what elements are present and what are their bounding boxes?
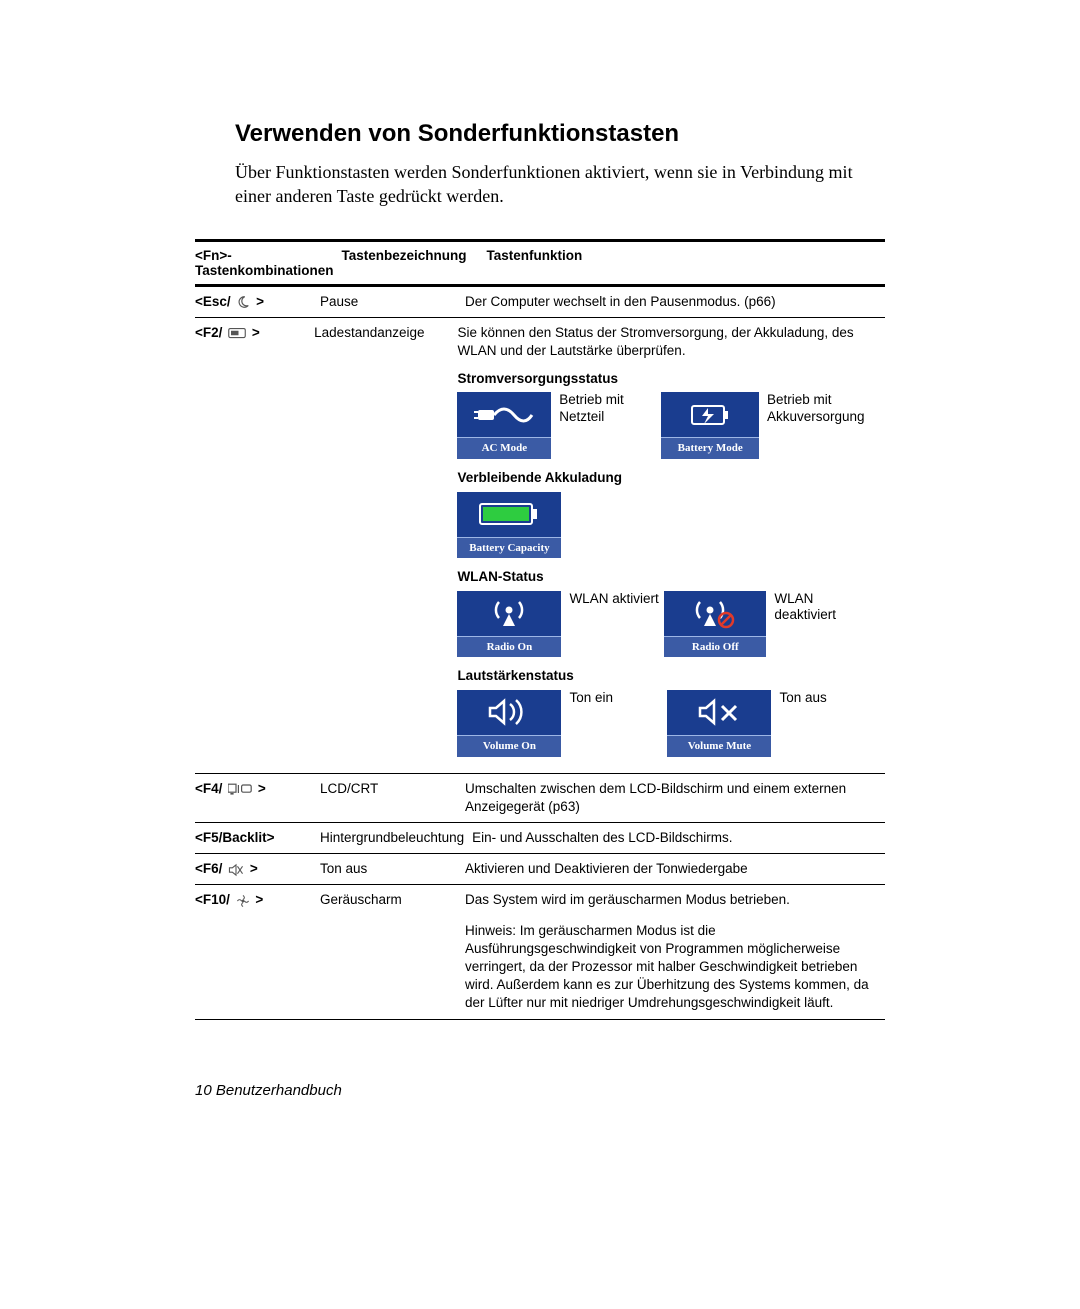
th-func: Tastenfunktion	[487, 242, 885, 284]
volume-on-icon	[484, 696, 534, 728]
key-f4-pre: <F4/	[195, 781, 222, 796]
key-f4-post: >	[258, 781, 266, 796]
osd-roff-label: WLAN deaktiviert	[774, 591, 877, 625]
osd-radio-on: Radio On	[457, 591, 561, 658]
lcd-crt-icon	[228, 783, 252, 795]
battery-mode-icon	[686, 400, 734, 430]
osd-ac-caption: AC Mode	[457, 438, 551, 459]
osd-radio-off: Radio Off	[664, 591, 766, 658]
key-esc-pre: <Esc/	[195, 294, 234, 309]
name-f4: LCD/CRT	[320, 774, 465, 822]
name-f5: Hintergrundbeleuchtung	[320, 823, 472, 853]
battery-capacity-icon	[474, 498, 544, 530]
osd-vmute-caption: Volume Mute	[667, 736, 771, 757]
moon-icon	[236, 295, 250, 309]
osd-ron-label: WLAN aktiviert	[569, 591, 658, 608]
func-f4: Umschalten zwischen dem LCD-Bildschirm u…	[465, 774, 885, 822]
func-f5: Ein- und Ausschalten des LCD-Bildschirms…	[472, 823, 885, 853]
sub-wlan: WLAN-Status	[457, 568, 877, 586]
key-f6-pre: <F6/	[195, 861, 226, 876]
rule-bottom	[195, 1019, 885, 1020]
row-f5: <F5/Backlit> Hintergrundbeleuchtung Ein-…	[195, 823, 885, 853]
fan-quiet-icon	[236, 894, 250, 908]
note-f10: Hinweis: Im geräuscharmen Modus ist die …	[465, 922, 877, 1013]
func-f10-cell: Das System wird im geräuscharmen Modus b…	[465, 885, 885, 1018]
page-footer: 10 Benutzerhandbuch	[195, 1082, 342, 1099]
radio-off-icon	[690, 596, 740, 630]
sub-vol: Lautstärkenstatus	[457, 667, 877, 685]
key-f5: <F5/Backlit>	[195, 823, 320, 853]
osd-volume-mute: Volume Mute	[667, 690, 771, 757]
func-f2-text: Sie können den Status der Stromversorgun…	[457, 324, 877, 360]
osd-battery-capacity: Battery Capacity	[457, 492, 561, 559]
osd-ac-mode: AC Mode	[457, 392, 551, 459]
key-esc: <Esc/ >	[195, 287, 320, 317]
osd-von-label: Ton ein	[569, 690, 613, 707]
key-f6: <F6/ >	[195, 854, 320, 884]
osd-bc-caption: Battery Capacity	[457, 538, 561, 559]
osd-ac-label: Betrieb mit Netzteil	[559, 392, 661, 426]
osd-ron-caption: Radio On	[457, 637, 561, 658]
sub-batt: Verbleibende Akkuladung	[457, 469, 877, 487]
row-f6: <F6/ > Ton aus Aktivieren und Deaktivier…	[195, 854, 885, 884]
key-f10-pre: <F10/	[195, 892, 234, 907]
name-f2: Ladestandanzeige	[314, 318, 457, 773]
intro-text: Über Funktionstasten werden Sonderfunkti…	[235, 160, 885, 209]
name-esc: Pause	[320, 287, 465, 317]
func-esc: Der Computer wechselt in den Pausenmodus…	[465, 287, 885, 317]
sub-power: Stromversorgungsstatus	[457, 370, 877, 388]
speaker-mute-icon	[228, 863, 244, 877]
gauge-icon	[228, 327, 246, 339]
row-esc: <Esc/ > Pause Der Computer wechselt in d…	[195, 287, 885, 317]
func-f10: Das System wird im geräuscharmen Modus b…	[465, 891, 877, 909]
row-f10: <F10/ > Geräuscharm Das System wird im g…	[195, 885, 885, 1018]
row-f2: <F2/ > Ladestandanzeige Sie können den S…	[195, 318, 885, 773]
osd-battery-mode: Battery Mode	[661, 392, 759, 459]
radio-on-icon	[487, 596, 531, 630]
func-f6: Aktivieren und Deaktivieren der Tonwiede…	[465, 854, 885, 884]
osd-bm-label: Betrieb mit Akkuversorgung	[767, 392, 877, 426]
volume-mute-icon	[694, 696, 744, 728]
key-f10-post: >	[255, 892, 263, 907]
row-f4: <F4/ > LCD/CRT Umschalten zwischen dem L…	[195, 774, 885, 822]
key-f4: <F4/ >	[195, 774, 320, 822]
th-name: Tastenbezeichnung	[342, 242, 487, 284]
th-combo: <Fn>-Tastenkombinationen	[195, 242, 342, 284]
osd-von-caption: Volume On	[457, 736, 561, 757]
key-f6-post: >	[250, 861, 258, 876]
key-f10: <F10/ >	[195, 885, 320, 1018]
name-f6: Ton aus	[320, 854, 465, 884]
page-heading: Verwenden von Sonderfunktionstasten	[235, 120, 885, 148]
key-f2: <F2/ >	[195, 318, 314, 773]
key-esc-post: >	[256, 294, 264, 309]
name-f10: Geräuscharm	[320, 885, 465, 1018]
shortcut-table: <Fn>-Tastenkombinationen Tastenbezeichnu…	[195, 242, 885, 284]
func-f2-cell: Sie können den Status der Stromversorgun…	[457, 318, 885, 773]
osd-bm-caption: Battery Mode	[661, 438, 759, 459]
osd-roff-caption: Radio Off	[664, 637, 766, 658]
osd-vmute-label: Ton aus	[779, 690, 826, 707]
osd-volume-on: Volume On	[457, 690, 561, 757]
plug-icon	[474, 400, 534, 430]
key-f2-post: >	[252, 325, 260, 340]
key-f2-pre: <F2/	[195, 325, 226, 340]
